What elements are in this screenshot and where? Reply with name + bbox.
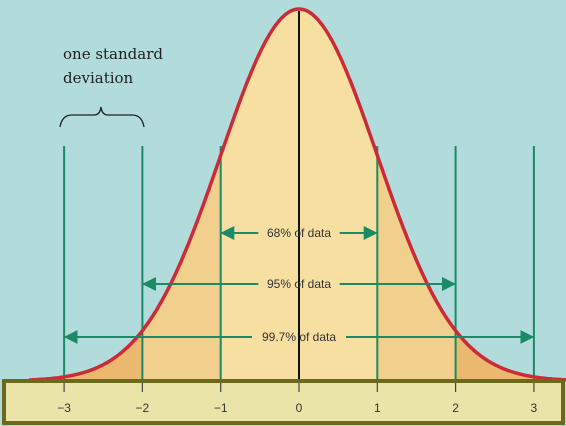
- tick-label: 1: [374, 401, 381, 415]
- span-2: 95% of data: [141, 277, 457, 291]
- span-label: 95% of data: [267, 277, 331, 291]
- tick-label: −2: [136, 401, 150, 415]
- span-label: 99.7% of data: [262, 330, 336, 344]
- tick-label: 2: [452, 401, 459, 415]
- tick-label: −1: [214, 401, 228, 415]
- data-spans: 68% of data 95% of data 99.7% of data: [63, 226, 535, 344]
- annotation-line-1: one standard: [63, 45, 163, 63]
- tick-label: −3: [57, 401, 71, 415]
- tick-label: 0: [296, 401, 303, 415]
- x-axis: −3 −2 −1 0 1 2 3: [57, 383, 538, 415]
- span-label: 68% of data: [267, 226, 331, 240]
- tick-label: 3: [531, 401, 538, 415]
- span-1: 68% of data: [220, 226, 378, 240]
- bell-curve: [28, 7, 566, 382]
- annotation-line-2: deviation: [63, 69, 134, 87]
- sigma-bracket: [59, 106, 145, 128]
- span-3: 99.7% of data: [63, 330, 535, 344]
- axis-box: [2, 379, 565, 425]
